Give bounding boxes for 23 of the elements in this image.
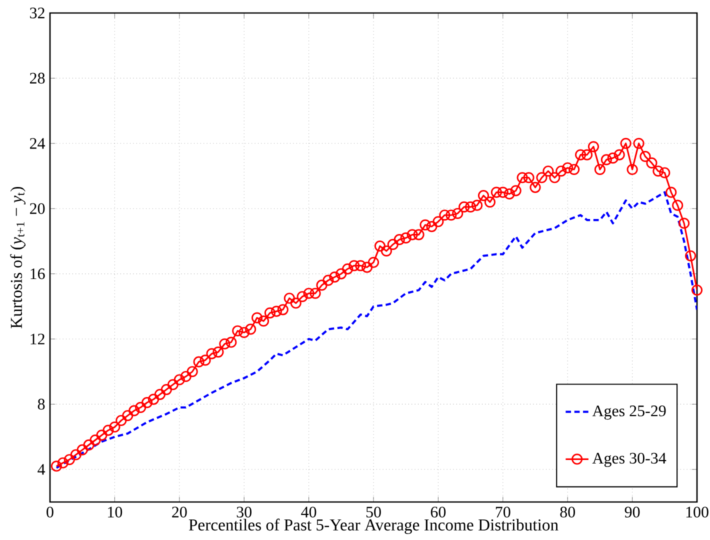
y-tick-label: 28: [30, 72, 45, 84]
y-tick-label: 32: [30, 8, 44, 18]
y-tick-label: 4: [38, 464, 46, 475]
line-series: [55, 191, 698, 469]
x-tick-label: 90: [624, 506, 640, 518]
x-tick-label: 40: [301, 506, 316, 518]
y-tick-label: 16: [30, 268, 45, 280]
x-tick-label: 20: [172, 506, 187, 518]
x-tick-label: 50: [366, 506, 381, 518]
x-tick-label: 60: [430, 506, 446, 518]
x-tick-label: 80: [560, 506, 575, 518]
y-tick-label: 12: [30, 334, 44, 344]
x-tick-label: 30: [236, 506, 252, 518]
x-tick-label: 0: [46, 506, 54, 518]
legend-label: Ages 30-34: [592, 452, 666, 467]
y-tick-label: 8: [38, 398, 45, 410]
legend-label: Ages 25-29: [592, 406, 666, 420]
x-axis-title: Percentiles of Past 5-Year Average Income Distribution: [188, 518, 558, 534]
x-tick-label: 100: [686, 506, 708, 518]
y-tick-label: 24: [30, 138, 46, 149]
x-tick-label: 70: [496, 506, 510, 518]
y-tick-label: 20: [30, 203, 45, 214]
x-tick-label: 10: [108, 506, 122, 518]
